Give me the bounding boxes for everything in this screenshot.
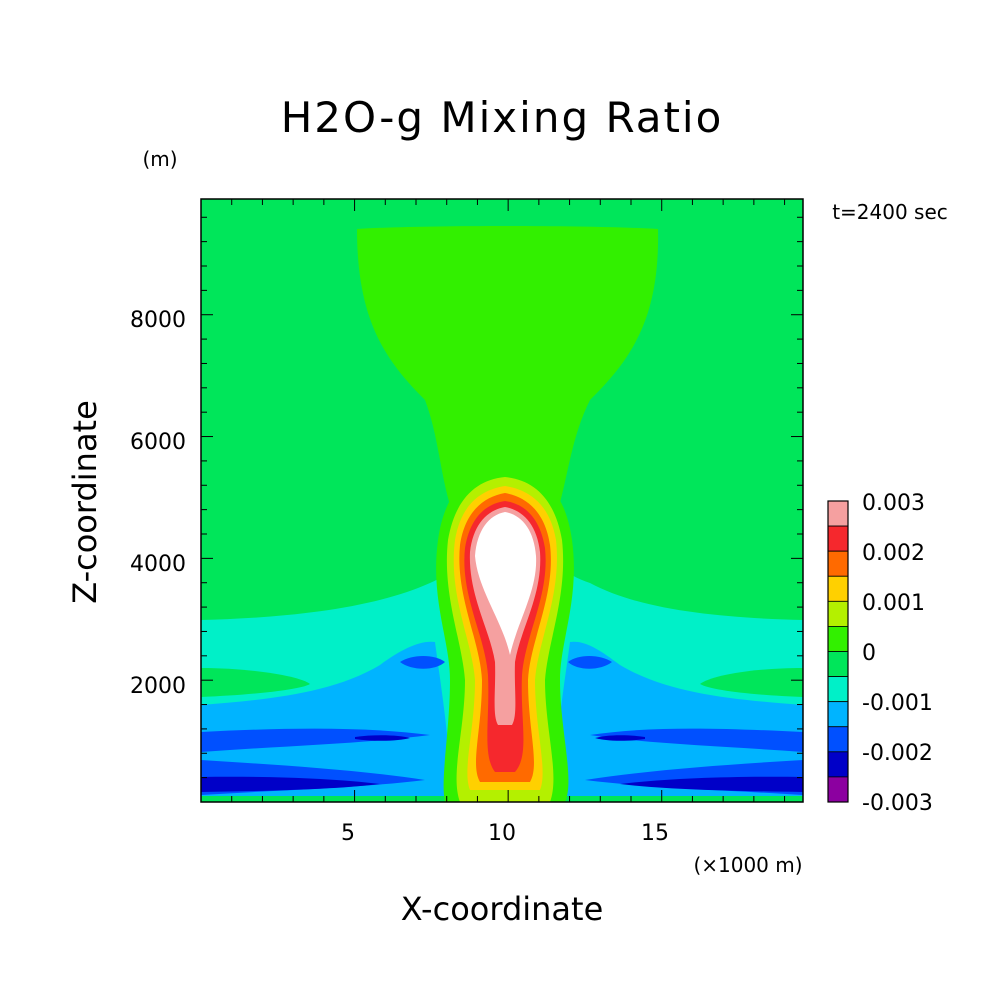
right-darkblue-band	[620, 776, 803, 792]
y-tick-label-8000: 8000	[130, 308, 186, 333]
right-darkblue-streak	[595, 735, 645, 741]
plume-core	[475, 512, 537, 655]
colorbar-swatch-11	[827, 776, 849, 803]
x-axis-label: X-coordinate	[401, 890, 604, 928]
right-green-tongue	[700, 668, 803, 697]
left-lower-band	[201, 641, 452, 802]
plot-frame	[200, 198, 804, 803]
y-unit-label: (m)	[142, 147, 177, 171]
left-green-tongue	[201, 668, 310, 697]
x-tick-label-5: 5	[341, 821, 355, 846]
colorbar-label-minus-0.001: -0.001	[862, 691, 933, 716]
colorbar-swatch-4	[827, 600, 849, 627]
colorbar-label-0.002: 0.002	[862, 541, 925, 566]
colorbar-label-0.001: 0.001	[862, 591, 925, 616]
colorbar-swatch-10	[827, 751, 849, 778]
axis-ticks	[201, 199, 803, 802]
colorbar-swatch-8	[827, 701, 849, 728]
colorbar-swatch-3	[827, 575, 849, 602]
time-label: t=2400 sec	[832, 200, 948, 224]
upper-plume-region	[357, 226, 659, 539]
y-axis-label: Z-coordinate	[66, 400, 104, 604]
colorbar-label-0: 0	[862, 641, 876, 666]
y-tick-label-4000: 4000	[130, 552, 186, 577]
left-darkblue-streak	[355, 735, 410, 741]
y-tick-label-6000: 6000	[130, 430, 186, 455]
right-blue-blob	[568, 656, 612, 669]
colorbar-label-0.003: 0.003	[862, 491, 925, 516]
colorbar-labels: 0.003 0.002 0.001 0 -0.001 -0.002 -0.003	[862, 491, 933, 816]
colorbar-frame	[827, 500, 849, 803]
colorbar-swatch-7	[827, 676, 849, 703]
left-darkblue-band	[201, 776, 380, 792]
colorbar-swatch-6	[827, 651, 849, 677]
colorbar-swatch-2	[827, 550, 849, 577]
right-blue-band-1	[590, 728, 803, 752]
x-unit-label: (×1000 m)	[693, 853, 802, 877]
right-lower-band	[553, 641, 803, 802]
x-tick-label-10: 10	[488, 821, 516, 846]
colorbar-swatch-5	[827, 626, 849, 652]
y-tick-label-2000: 2000	[130, 674, 186, 699]
x-tick-label-15: 15	[641, 821, 669, 846]
colorbar-label-minus-0.002: -0.002	[862, 741, 933, 766]
chart-title: H2O-g Mixing Ratio	[281, 93, 724, 142]
contour-field	[201, 199, 803, 802]
colorbar-label-minus-0.003: -0.003	[862, 791, 933, 816]
colorbar-swatch-0	[827, 500, 849, 527]
colorbar	[827, 500, 849, 803]
colorbar-swatch-1	[827, 525, 849, 552]
left-blue-band-1	[201, 728, 430, 752]
colorbar-swatch-9	[827, 726, 849, 753]
left-blue-blob	[400, 656, 445, 669]
